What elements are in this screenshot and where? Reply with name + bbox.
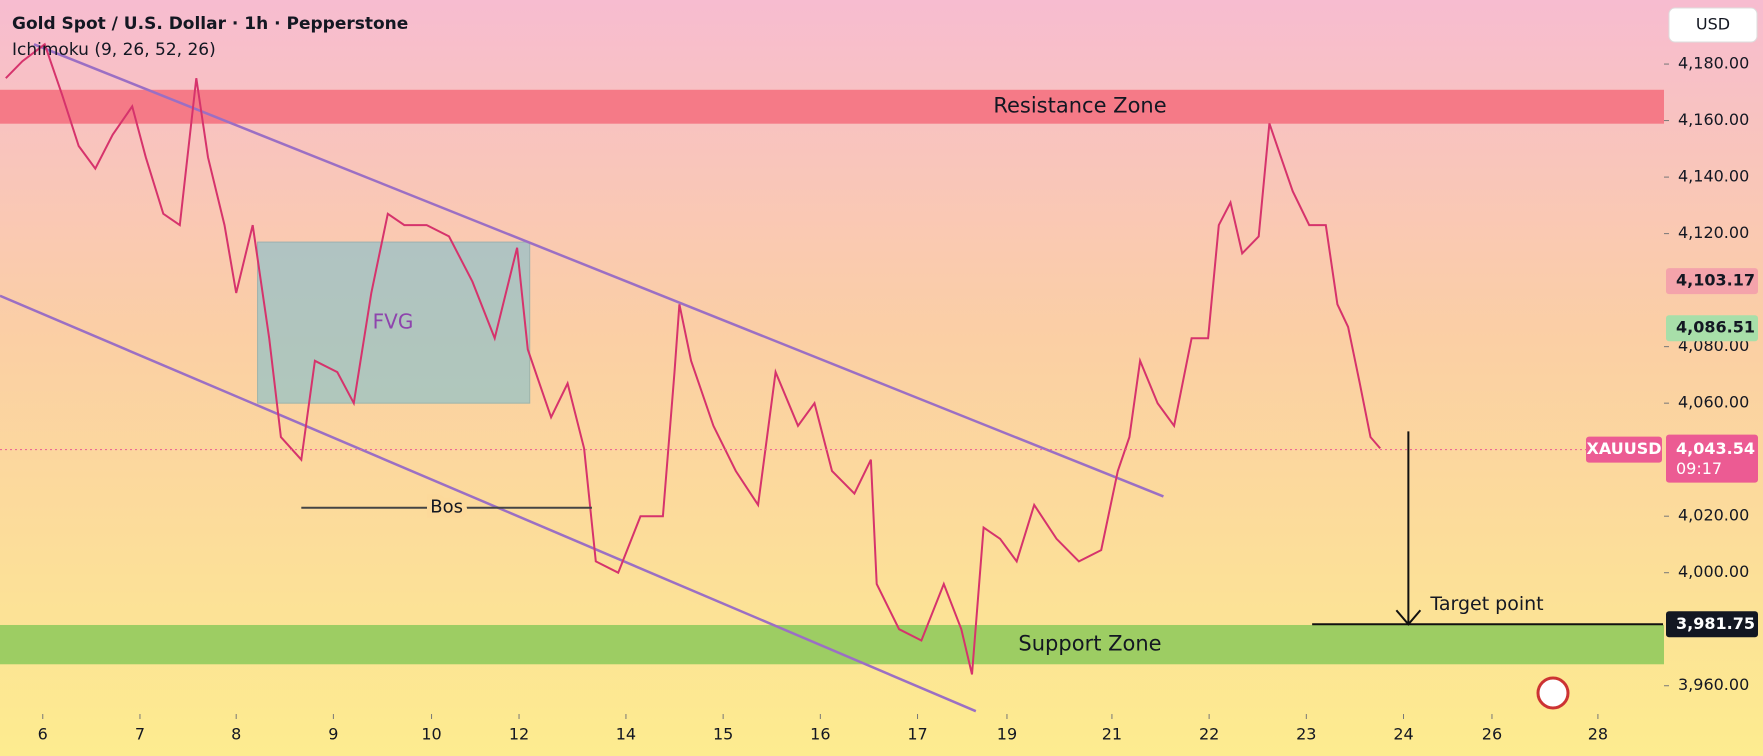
x-tick-label: 7 [135,725,145,744]
plot-area: Resistance Zone Support Zone FVG Bos Target … [0,42,1664,713]
x-tick-label: 9 [328,725,338,744]
x-tick-label: 23 [1296,725,1316,744]
price-tag-label: 3,981.75 [1676,614,1755,633]
event-flag[interactable] [1536,676,1570,710]
price-tag [1666,434,1758,483]
chart-title: Gold Spot / U.S. Dollar · 1h · Peppersto… [12,14,408,34]
x-tick-label: 6 [38,725,48,744]
arrow-head [1395,609,1422,626]
zone [0,624,1664,665]
currency: USD [1696,15,1730,34]
x-tick-label: 14 [616,725,636,744]
y-tick-label: 4,140.00 [1678,167,1749,186]
price-tag [1666,611,1758,638]
fvg-label: FVG [373,310,414,334]
x-tick-label: 8 [231,725,241,744]
zone-label: Resistance Zone [993,94,1166,118]
x-tick-label: 22 [1199,725,1219,744]
price-tag [1666,268,1758,295]
symbol-label: XAUUSD [1586,439,1661,458]
x-tick-label: 19 [997,725,1017,744]
indicator-label: Ichimoku (9, 26, 52, 26) [12,40,216,60]
y-tick-label: 4,060.00 [1678,393,1749,412]
y-tick-label: 3,960.00 [1678,675,1749,694]
symbol-tag [1586,436,1662,463]
x-tick-label: 10 [421,725,441,744]
x-tick-label: 28 [1588,725,1608,744]
price-line [5,42,1381,675]
y-tick-label: 4,120.00 [1678,223,1749,242]
fvg-box [257,241,531,404]
channel-line [0,294,977,713]
y-tick-label: 4,000.00 [1678,562,1749,581]
x-tick-label: 12 [509,725,529,744]
target-label: Target point [1429,593,1543,615]
y-tick-label: 4,160.00 [1678,110,1749,129]
x-tick-label: 16 [810,725,830,744]
price-tag-label: 4,043.54 [1676,439,1755,458]
price-tag-label: 4,086.51 [1676,318,1755,337]
y-tick-label: 4,020.00 [1678,506,1749,525]
y-tick-label: 4,180.00 [1678,54,1749,73]
price-tag [1666,315,1758,342]
x-tick-label: 24 [1393,725,1413,744]
countdown: 09:17 [1676,459,1722,478]
x-tick-label: 17 [907,725,927,744]
x-tick-label: 26 [1482,725,1502,744]
currency-button[interactable] [1668,7,1758,43]
price-tag-label: 4,103.17 [1676,271,1755,290]
zone [0,89,1664,124]
channel-line [33,43,1164,498]
x-tick-label: 15 [713,725,733,744]
zone-label: Support Zone [1018,632,1161,656]
bos-label: Bos [430,497,463,518]
x-tick-label: 21 [1102,725,1122,744]
